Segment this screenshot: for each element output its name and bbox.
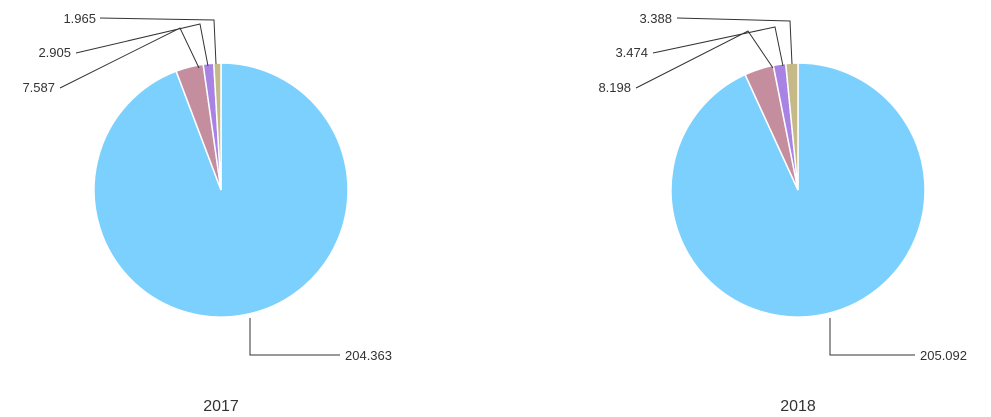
- leader-line-2017-3: [99, 17, 217, 65]
- pie-slice-2017-3[interactable]: [212, 62, 222, 191]
- leader-line-2018-1: [635, 30, 774, 89]
- data-label-2018-0: 205.092: [920, 348, 967, 363]
- data-label-2017-3: 1.965: [63, 11, 96, 26]
- data-label-2018-3: 3.388: [639, 11, 672, 26]
- data-label-2017-1: 7.587: [22, 80, 55, 95]
- leader-line-2018-2: [652, 26, 784, 67]
- pie-chart-2018: 205.092 8.198 3.474 3.388 2018: [598, 11, 967, 415]
- leader-line-2017-2: [75, 23, 209, 67]
- leader-line-2018-0: [829, 318, 915, 356]
- chart-title-2017: 2017: [203, 398, 239, 415]
- pie-chart-2017: 204.363 7.587 2.905 1.965 2017: [22, 11, 392, 415]
- leader-line-2018-3: [676, 17, 793, 65]
- data-label-2017-2: 2.905: [38, 45, 71, 60]
- data-label-2018-1: 8.198: [598, 80, 631, 95]
- leader-line-2017-0: [249, 318, 340, 356]
- data-label-2017-0: 204.363: [345, 348, 392, 363]
- leader-line-2017-1: [59, 27, 200, 89]
- data-label-2018-2: 3.474: [615, 45, 648, 60]
- chart-title-2018: 2018: [780, 398, 816, 415]
